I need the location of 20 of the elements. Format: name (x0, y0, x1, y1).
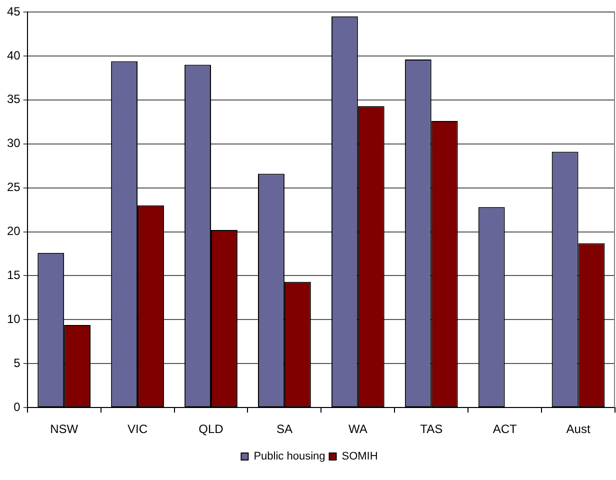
x-tick-label: Aust (566, 422, 591, 436)
y-tick-label: 5 (14, 356, 21, 370)
y-tick-label: 20 (6, 224, 21, 238)
legend-label: Public housing (254, 450, 326, 463)
x-tick-label: ACT (492, 422, 518, 436)
legend-label: SOMIH (342, 450, 378, 463)
y-tick-label: 15 (6, 268, 21, 282)
x-tick-label: TAS (420, 422, 443, 436)
x-tick-label: WA (348, 422, 368, 436)
y-tick-label: 0 (14, 400, 21, 414)
x-tick-label: NSW (50, 422, 79, 436)
y-tick-label: 25 (6, 180, 21, 194)
x-tick-label: QLD (198, 422, 224, 436)
x-tick-label: SA (276, 422, 292, 436)
y-tick-label: 35 (6, 92, 21, 106)
y-tick-label: 30 (6, 136, 21, 150)
y-tick-label: 45 (6, 4, 21, 18)
y-tick-label: 40 (6, 48, 21, 62)
x-tick-label: VIC (128, 422, 148, 436)
y-tick-label: 10 (6, 312, 21, 326)
